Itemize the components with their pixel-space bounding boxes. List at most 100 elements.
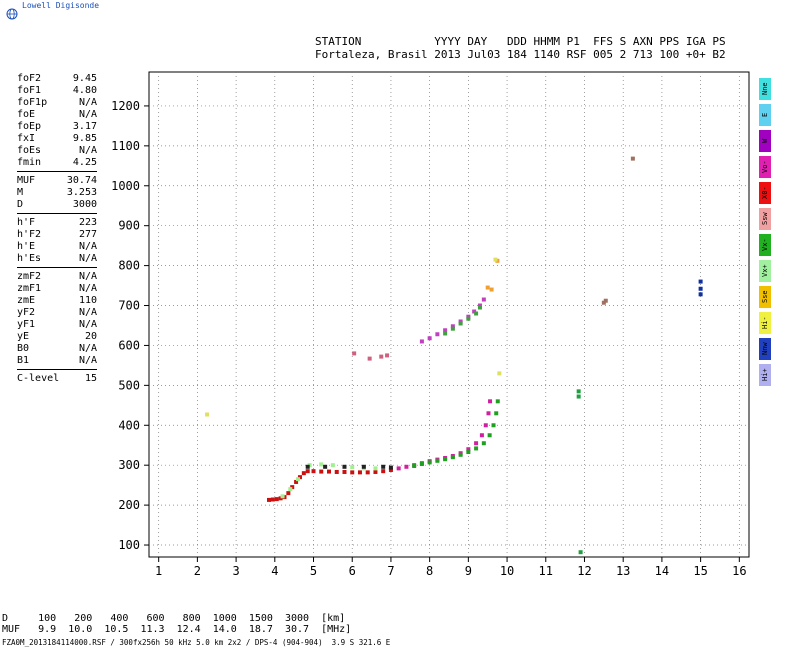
param-ye: yE 20 <box>17 331 97 343</box>
echo-point-s2 <box>435 458 440 463</box>
echo-point-s1 <box>466 447 471 452</box>
y-tick-label: 200 <box>118 498 140 512</box>
echo-point-s2 <box>450 455 455 460</box>
param-value: 9.45 <box>72 73 97 84</box>
echo-point-s3 <box>350 465 355 470</box>
file-info-footer: FZA0M_2013184114000.RSF / 300fx256h 50 k… <box>2 638 391 647</box>
echo-point-s2 <box>443 457 448 462</box>
param-name: h'F2 <box>17 229 42 240</box>
echo-point-s4 <box>361 464 366 469</box>
param-name: MUF <box>17 175 36 186</box>
x-tick-label: 9 <box>465 564 472 578</box>
param-value: 9.85 <box>72 133 97 144</box>
echo-point-s9 <box>352 351 357 356</box>
param-name: C-level <box>17 373 60 384</box>
echo-point-s0 <box>319 469 324 474</box>
param-value: 3000 <box>72 199 97 210</box>
param-value: N/A <box>78 97 97 108</box>
echo-point-s8 <box>493 257 498 262</box>
echo-point-s0 <box>286 491 291 496</box>
echo-point-s4 <box>388 465 393 470</box>
echo-point-s2 <box>491 423 496 428</box>
param-zmf1: zmF1 N/A <box>17 283 97 295</box>
echo-point-s6 <box>450 326 455 331</box>
param-value: 4.80 <box>72 85 97 96</box>
param-value: 3.17 <box>72 121 97 132</box>
echo-point-s4 <box>381 464 386 469</box>
echo-point-s12 <box>698 292 703 297</box>
x-tick-label: 7 <box>387 564 394 578</box>
legend-chip-nnw: Nnw <box>759 338 771 360</box>
param-value: 277 <box>78 229 97 240</box>
param-value: N/A <box>78 253 97 264</box>
panel-separator <box>17 369 97 370</box>
echo-point-s5 <box>450 324 455 329</box>
echo-point-s3 <box>330 463 335 468</box>
echo-point-s7 <box>489 287 494 292</box>
param-name: foF1 <box>17 85 42 96</box>
echo-point-s1 <box>474 441 479 446</box>
echo-point-s2 <box>419 461 424 466</box>
x-tick-label: 3 <box>232 564 239 578</box>
echo-point-s6 <box>443 331 448 336</box>
y-tick-label: 400 <box>118 418 140 432</box>
echo-point-s5 <box>443 328 448 333</box>
echo-point-s2 <box>487 433 492 438</box>
param-name: fxI <box>17 133 36 144</box>
param-zmf2: zmF2 N/A <box>17 271 97 283</box>
param-name: B0 <box>17 343 30 354</box>
echo-point-s0 <box>305 469 310 474</box>
panel-separator <box>17 213 97 214</box>
echo-point-s9 <box>379 354 384 359</box>
param-name: foEs <box>17 145 42 156</box>
param-value: 223 <box>78 217 97 228</box>
param-name: foF1p <box>17 97 48 108</box>
legend-chip-e: E <box>759 104 771 126</box>
y-tick-label: 1200 <box>111 99 140 113</box>
legend-chip-x0: X0- <box>759 182 771 204</box>
logo-text: Lowell Digisonde <box>22 1 100 10</box>
param-foes: foEs N/A <box>17 145 97 157</box>
echo-point-s2 <box>481 441 486 446</box>
echo-point-s2 <box>474 446 479 451</box>
echo-point-s6 <box>477 305 482 310</box>
echo-point-s2 <box>412 463 417 468</box>
param-value: 4.25 <box>72 157 97 168</box>
x-tick-label: 4 <box>271 564 278 578</box>
echo-point-s5 <box>481 297 486 302</box>
param-value: 3.253 <box>66 187 97 198</box>
echo-point-s0 <box>270 497 275 502</box>
echo-point-s11 <box>603 298 608 303</box>
param-hes: h'Es N/A <box>17 253 97 265</box>
param-zme: zmE 110 <box>17 295 97 307</box>
echo-point-s12 <box>698 286 703 291</box>
param-name: zmE <box>17 295 36 306</box>
muf-row: MUF 9.9 10.0 10.5 11.3 12.4 14.0 18.7 30… <box>2 624 352 635</box>
param-name: h'F <box>17 217 36 228</box>
echo-point-s7 <box>485 285 490 290</box>
y-tick-label: 1000 <box>111 179 140 193</box>
echo-point-s5 <box>435 332 440 337</box>
echo-point-s0 <box>388 467 393 472</box>
legend-chip-hi: Hi+ <box>759 364 771 386</box>
param-name: B1 <box>17 355 30 366</box>
param-name: D <box>17 199 24 210</box>
legend-chip-ssw: Ssw <box>759 208 771 230</box>
echo-point-s3 <box>319 462 324 467</box>
legend-chip-vo: Vo- <box>759 156 771 178</box>
echo-point-s0 <box>357 470 362 475</box>
globe-logo-icon <box>6 8 18 20</box>
echo-point-s0 <box>334 469 339 474</box>
echo-point-s8 <box>497 371 502 376</box>
param-value: N/A <box>78 271 97 282</box>
echo-point-s0 <box>365 470 370 475</box>
echo-point-s1 <box>479 433 484 438</box>
echo-point-s11 <box>630 156 635 161</box>
param-value: N/A <box>78 307 97 318</box>
echo-point-s1 <box>396 466 401 471</box>
x-tick-label: 11 <box>539 564 553 578</box>
echo-point-s4 <box>305 464 310 469</box>
param-value: N/A <box>78 343 97 354</box>
echo-point-s9 <box>367 356 372 361</box>
y-tick-label: 100 <box>118 538 140 552</box>
